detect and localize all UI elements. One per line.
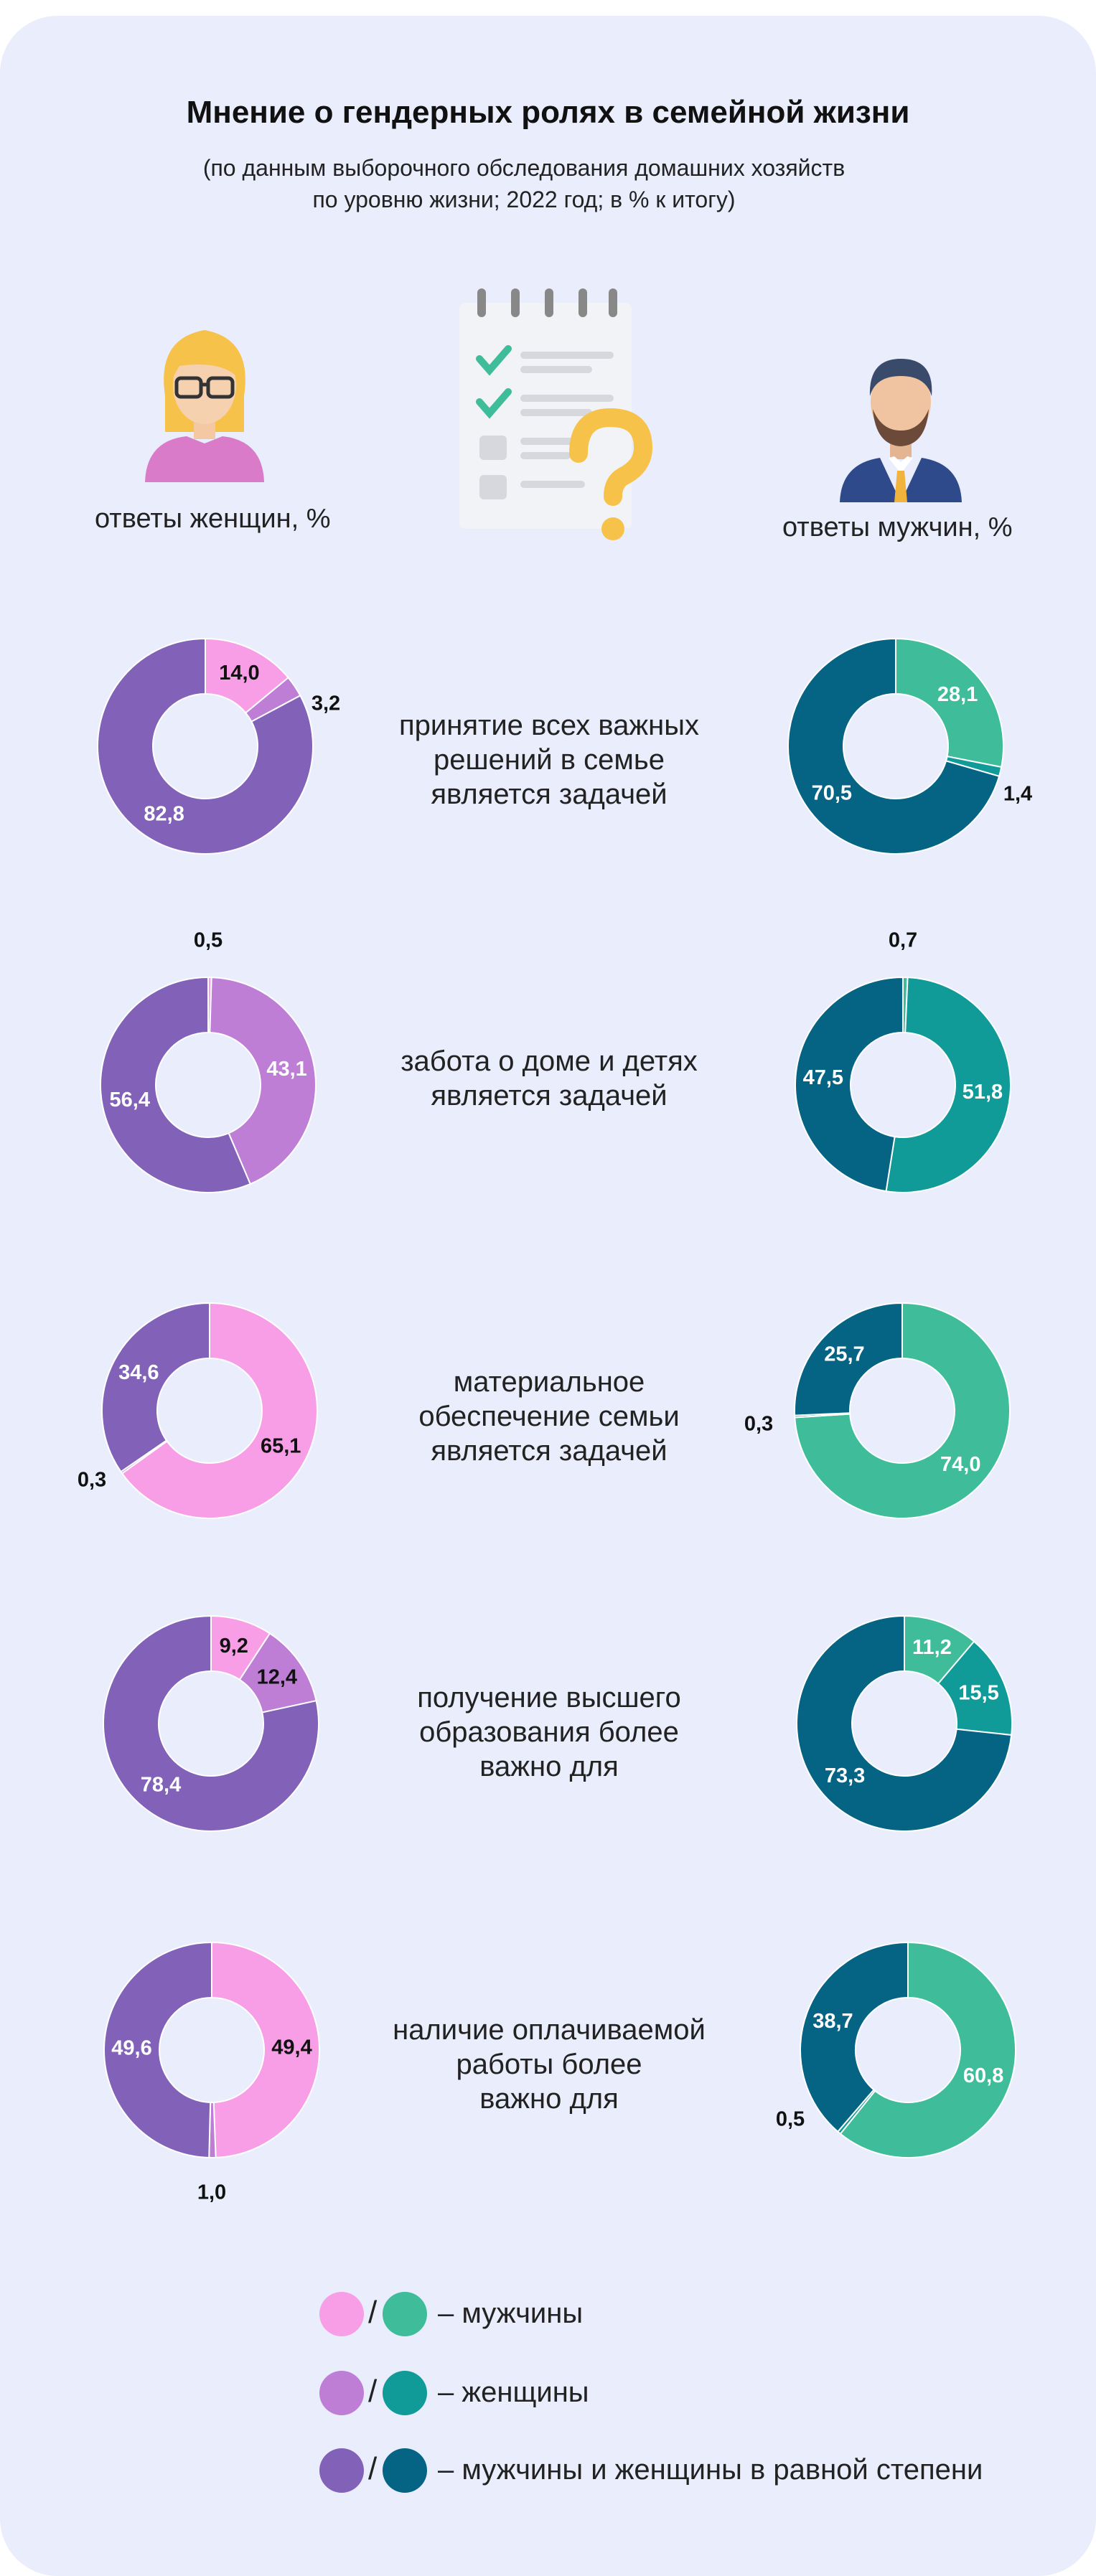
women-donut-2: 0,5 43,1 56,4 (100, 929, 317, 1193)
slice-value-label: 14,0 (219, 662, 259, 685)
women-donut-3: 65,1 0,3 34,6 (78, 1302, 318, 1519)
question-1-text: принятие всех важных решений в семье явл… (359, 708, 739, 812)
question-5-line-1: наличие оплачиваемой (393, 2014, 706, 2046)
question-3-text: материальное обеспечение семьи является … (359, 1365, 739, 1468)
slice-value-label: 82,8 (144, 802, 184, 825)
question-2-line-1: забота о доме и детях (401, 1045, 698, 1077)
legend-dot-men-respondents (383, 2292, 427, 2336)
donut-slice (103, 1941, 212, 2158)
slice-value-label: 49,4 (271, 2036, 312, 2059)
men-donut-4: 11,2 15,5 73,3 (796, 1614, 1013, 1832)
slice-value-label: 1,0 (197, 2181, 226, 2204)
slice-value-label: 11,2 (912, 1636, 952, 1659)
slice-value-label: 3,2 (312, 692, 340, 715)
legend-separator: / (368, 2451, 378, 2486)
legend-separator: / (368, 2295, 378, 2330)
question-3-line-3: является задачей (431, 1435, 668, 1467)
donut-slice (895, 637, 1004, 768)
slice-value-label: 0,5 (194, 929, 223, 952)
donut-slice (100, 976, 252, 1193)
slice-value-label: 1,4 (1003, 783, 1032, 806)
slice-value-label: 43,1 (266, 1058, 306, 1081)
question-5-line-2: работы более (456, 2049, 642, 2080)
men-donut-3: 74,0 0,3 25,7 (744, 1302, 1011, 1519)
subtitle-line-1: (по данным выборочного обследования дома… (202, 155, 846, 181)
slice-value-label: 15,5 (958, 1681, 998, 1704)
page-subtitle: (по данным выборочного обследования дома… (129, 152, 919, 215)
slice-value-label: 60,8 (963, 2064, 1003, 2087)
question-3-line-2: обеспечение семьи (418, 1401, 680, 1432)
donut-slice (787, 637, 1001, 855)
men-answers-label: ответы мужчин, % (782, 512, 1013, 542)
women-donut-5: 49,4 1,0 49,6 (103, 1941, 320, 2204)
donut-slice (209, 977, 317, 1185)
checklist-question-icon (459, 288, 653, 540)
donut-slice (794, 1302, 903, 1416)
donut-slice (796, 1614, 1013, 1832)
legend-dot-women-respondents (319, 2371, 364, 2415)
men-donut-2: 0,7 51,8 47,5 (795, 929, 1011, 1193)
women-donut-4: 9,2 12,4 78,4 (103, 1614, 319, 1832)
donut-slice (800, 1941, 909, 2133)
slice-value-label: 74,0 (940, 1453, 980, 1476)
question-4-line-1: получение высшего (417, 1682, 681, 1714)
slice-value-label: 0,5 (776, 2108, 805, 2131)
men-donut-5: 60,8 0,5 38,7 (776, 1941, 1016, 2158)
donut-slice (794, 1302, 1011, 1519)
question-1-line-3: является задачей (431, 779, 668, 810)
question-1-line-2: решений в семье (434, 744, 665, 776)
slice-value-label: 28,1 (937, 683, 978, 706)
question-2-text: забота о доме и детях является задачей (359, 1044, 739, 1113)
women-donut-1: 14,0 3,2 82,8 (97, 637, 340, 855)
question-2-line-2: является задачей (431, 1080, 668, 1111)
question-4-line-2: образования более (419, 1716, 679, 1748)
slice-value-label: 49,6 (111, 2036, 151, 2059)
legend-dot-women-respondents (319, 2448, 364, 2493)
donut-slice (839, 1941, 1016, 2158)
slice-value-label: 34,6 (118, 1361, 159, 1384)
man-icon (840, 359, 962, 502)
donut-slice (97, 637, 314, 855)
slice-value-label: 78,4 (141, 1773, 181, 1796)
question-3-line-1: материальное (453, 1366, 645, 1398)
question-5-text: наличие оплачиваемой работы более важно … (359, 2013, 739, 2116)
legend-label-equal: – мужчины и женщины в равной степени (438, 2454, 983, 2486)
men-donut-1: 28,1 1,4 70,5 (787, 637, 1032, 855)
infographic-card: Мнение о гендерных ролях в семейной жизн… (0, 16, 1096, 2576)
legend-dot-men-respondents (383, 2371, 427, 2415)
slice-value-label: 73,3 (825, 1764, 865, 1787)
slice-value-label: 0,7 (889, 929, 917, 952)
donut-slice (885, 977, 1011, 1193)
subtitle-line-2: по уровню жизни; 2022 год; в % к итогу) (312, 187, 736, 212)
legend-label-women: – женщины (438, 2377, 589, 2408)
slice-value-label: 65,1 (261, 1435, 301, 1458)
legend-separator: / (368, 2374, 378, 2409)
donut-slice (937, 1640, 1013, 1736)
question-5-line-3: важно для (479, 2083, 619, 2115)
slice-value-label: 51,8 (962, 1081, 1003, 1104)
slice-value-label: 47,5 (803, 1066, 843, 1089)
slice-value-label: 25,7 (824, 1343, 864, 1366)
slice-value-label: 38,7 (812, 2010, 853, 2033)
legend-label-men: – мужчины (438, 2298, 584, 2329)
women-answers-label: ответы женщин, % (95, 504, 331, 534)
page-title: Мнение о гендерных ролях в семейной жизн… (186, 95, 910, 130)
donut-slice (121, 1302, 318, 1519)
slice-value-label: 12,4 (257, 1665, 297, 1688)
donut-slice (101, 1302, 210, 1473)
question-4-text: получение высшего образования более важн… (359, 1680, 739, 1784)
question-4-line-3: важно для (479, 1751, 619, 1782)
legend-dot-men-respondents (383, 2448, 427, 2493)
slice-value-label: 9,2 (220, 1635, 248, 1658)
donut-slice (103, 1614, 319, 1832)
question-1-line-1: принятие всех важных (399, 710, 699, 741)
donut-slice (211, 1941, 320, 2158)
donut-slice (795, 976, 904, 1193)
slice-value-label: 0,3 (744, 1413, 773, 1436)
slice-value-label: 0,3 (78, 1469, 106, 1492)
legend-dot-women-respondents (319, 2292, 364, 2336)
slice-value-label: 56,4 (110, 1089, 150, 1111)
woman-icon (145, 330, 264, 482)
slice-value-label: 70,5 (812, 782, 852, 805)
